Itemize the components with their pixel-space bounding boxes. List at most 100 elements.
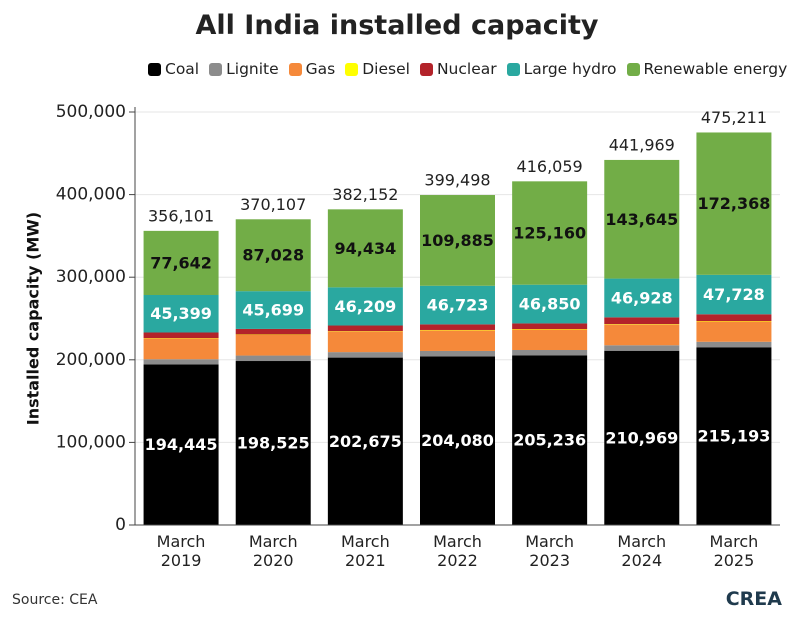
bar-segment <box>327 357 403 525</box>
legend-label: Renewable energy <box>643 60 788 78</box>
bar-segment <box>235 361 311 525</box>
bar-segment <box>235 334 311 356</box>
value-label: 202,675 <box>329 432 402 451</box>
value-label: 172,368 <box>697 194 770 213</box>
total-label: 370,107 <box>240 195 306 214</box>
legend-swatch <box>626 62 640 76</box>
legend-item: Gas <box>288 60 336 78</box>
value-label: 215,193 <box>697 427 770 446</box>
bar-segment <box>512 355 588 525</box>
legend-swatch <box>209 62 223 76</box>
legend: Coal Lignite Gas Diesel Nuclear Large hydro Re… <box>148 60 787 78</box>
bar-segment <box>512 323 588 330</box>
value-label: 47,728 <box>703 285 765 304</box>
bar-segment <box>143 332 219 339</box>
y-tick-label: 100,000 <box>56 432 126 452</box>
bar-segment <box>143 364 219 525</box>
legend-item: Renewable energy <box>626 60 788 78</box>
bar-segment <box>512 329 588 351</box>
bar-segment <box>696 321 772 342</box>
legend-swatch <box>148 62 161 76</box>
legend-swatch <box>419 62 433 76</box>
bar-segment <box>235 291 311 329</box>
bar-segment <box>327 209 403 288</box>
y-tick-label: 400,000 <box>56 185 126 205</box>
x-tick-label: March 2022 <box>433 532 482 570</box>
bar-segment <box>604 317 680 325</box>
bar-segment <box>143 294 219 333</box>
bar-segment <box>143 230 219 295</box>
bar-segment <box>327 287 403 326</box>
y-tick-label: 0 <box>115 515 126 535</box>
legend-item: Diesel <box>345 60 410 78</box>
bar-segment <box>512 350 588 356</box>
x-tick-label: March 2023 <box>525 532 575 570</box>
bar-segment <box>327 352 403 358</box>
value-label: 45,699 <box>242 301 304 320</box>
legend-swatch <box>506 62 520 76</box>
bar-segment <box>420 330 495 351</box>
bar-segment <box>604 278 680 318</box>
bar-segment <box>327 325 403 332</box>
legend-swatch <box>288 62 302 76</box>
bar-segment <box>604 324 680 346</box>
legend-item: Nuclear <box>419 60 497 78</box>
legend-label: Coal <box>165 60 200 78</box>
bar-segment <box>696 132 772 275</box>
total-label: 399,498 <box>424 171 490 190</box>
legend-label: Large hydro <box>523 60 617 78</box>
value-label: 204,080 <box>421 431 494 450</box>
value-label: 109,885 <box>421 231 494 250</box>
total-label: 475,211 <box>701 108 767 127</box>
legend-item: Lignite <box>209 60 279 78</box>
value-label: 45,399 <box>150 304 212 323</box>
x-tick-label: March 2021 <box>340 532 390 570</box>
value-label: 210,969 <box>605 428 678 447</box>
bar-segment <box>235 355 311 362</box>
bar-segment <box>327 331 403 353</box>
total-label: 416,059 <box>517 157 583 176</box>
bar-segment <box>420 195 495 286</box>
legend-item: Large hydro <box>506 60 617 78</box>
bar-segment <box>235 219 311 292</box>
bar-segment <box>420 356 495 525</box>
bar-segment <box>512 181 588 285</box>
y-tick-label: 500,000 <box>56 102 126 122</box>
x-tick-label: March 2019 <box>156 532 206 570</box>
legend-label: Gas <box>305 60 336 78</box>
legend-item: Coal <box>148 60 199 78</box>
bar-segment <box>420 350 495 357</box>
legend-label: Lignite <box>226 60 279 78</box>
value-label: 46,928 <box>611 288 673 307</box>
value-label: 194,445 <box>145 435 218 454</box>
value-label: 46,723 <box>427 296 489 315</box>
total-label: 356,101 <box>148 206 214 225</box>
bar-segment <box>604 159 680 279</box>
bar-segment <box>696 314 772 322</box>
x-tick-label: March 2024 <box>617 532 667 570</box>
value-label: 205,236 <box>513 431 586 450</box>
legend-label: Diesel <box>362 60 410 78</box>
bar-segment <box>143 359 219 365</box>
value-label: 125,160 <box>513 224 586 243</box>
bar-segment <box>143 338 219 360</box>
y-tick-label: 300,000 <box>56 267 126 287</box>
legend-swatch <box>345 62 359 76</box>
bar-segment <box>235 328 311 335</box>
logo: CREA <box>725 588 782 610</box>
bar-segment <box>696 341 772 348</box>
x-tick-label: March 2020 <box>248 532 298 570</box>
y-axis-title: Installed capacity (MW) <box>24 212 43 426</box>
bar-segment <box>604 345 680 351</box>
bar-segment <box>420 285 495 325</box>
legend-label: Nuclear <box>436 60 497 78</box>
total-label: 382,152 <box>332 185 398 204</box>
total-label: 441,969 <box>609 135 675 154</box>
value-label: 143,645 <box>605 210 678 229</box>
bar-segment <box>604 350 680 525</box>
bar-segment <box>420 324 495 330</box>
value-label: 87,028 <box>242 246 304 265</box>
value-label: 77,642 <box>150 253 212 272</box>
